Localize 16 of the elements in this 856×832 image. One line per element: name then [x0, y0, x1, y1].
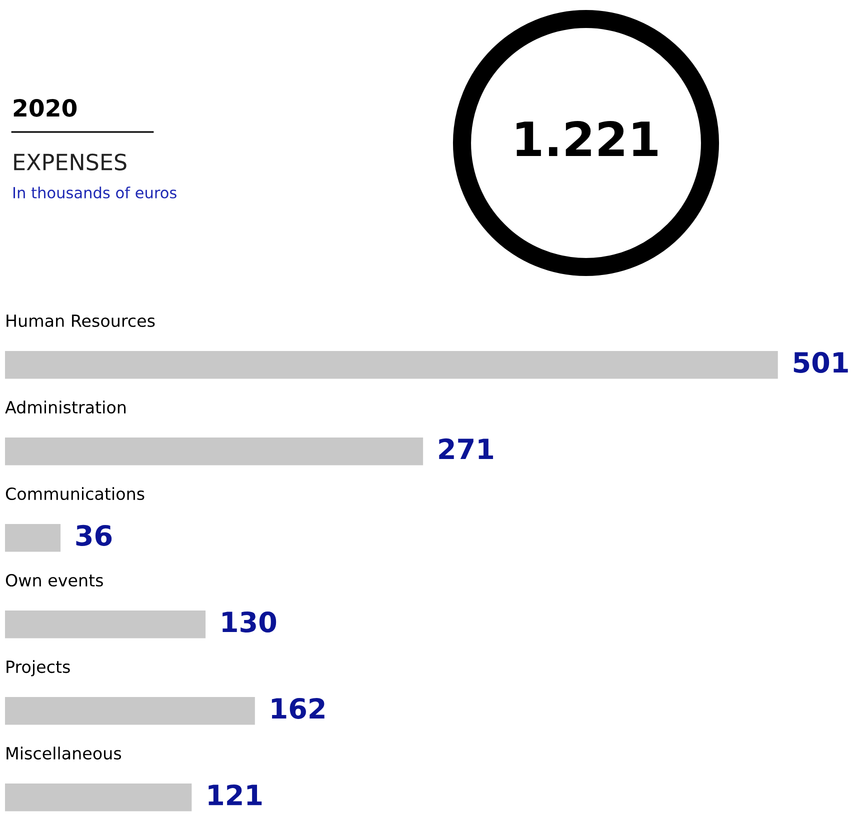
y-tick-label: Administration	[5, 400, 126, 414]
y-tick-label: Human Resources	[6, 314, 155, 328]
y-tick-label: Communications	[6, 487, 144, 500]
data-label: 121	[208, 784, 262, 806]
data-label: 130	[222, 611, 276, 632]
data-label: 501	[794, 352, 848, 373]
text: In thousands of euros	[14, 186, 176, 198]
data-label: 162	[272, 698, 324, 719]
y-tick-label: Own events	[6, 574, 103, 587]
data-label: 36	[76, 524, 112, 546]
chart-title: 2020	[14, 98, 77, 117]
data-label: 271	[439, 438, 494, 460]
chart-subtitle: EXPENSES	[14, 154, 126, 170]
text: 1.221	[516, 120, 658, 156]
y-tick-label: Projects	[6, 660, 70, 676]
y-tick-label: Miscellaneous	[6, 746, 122, 760]
